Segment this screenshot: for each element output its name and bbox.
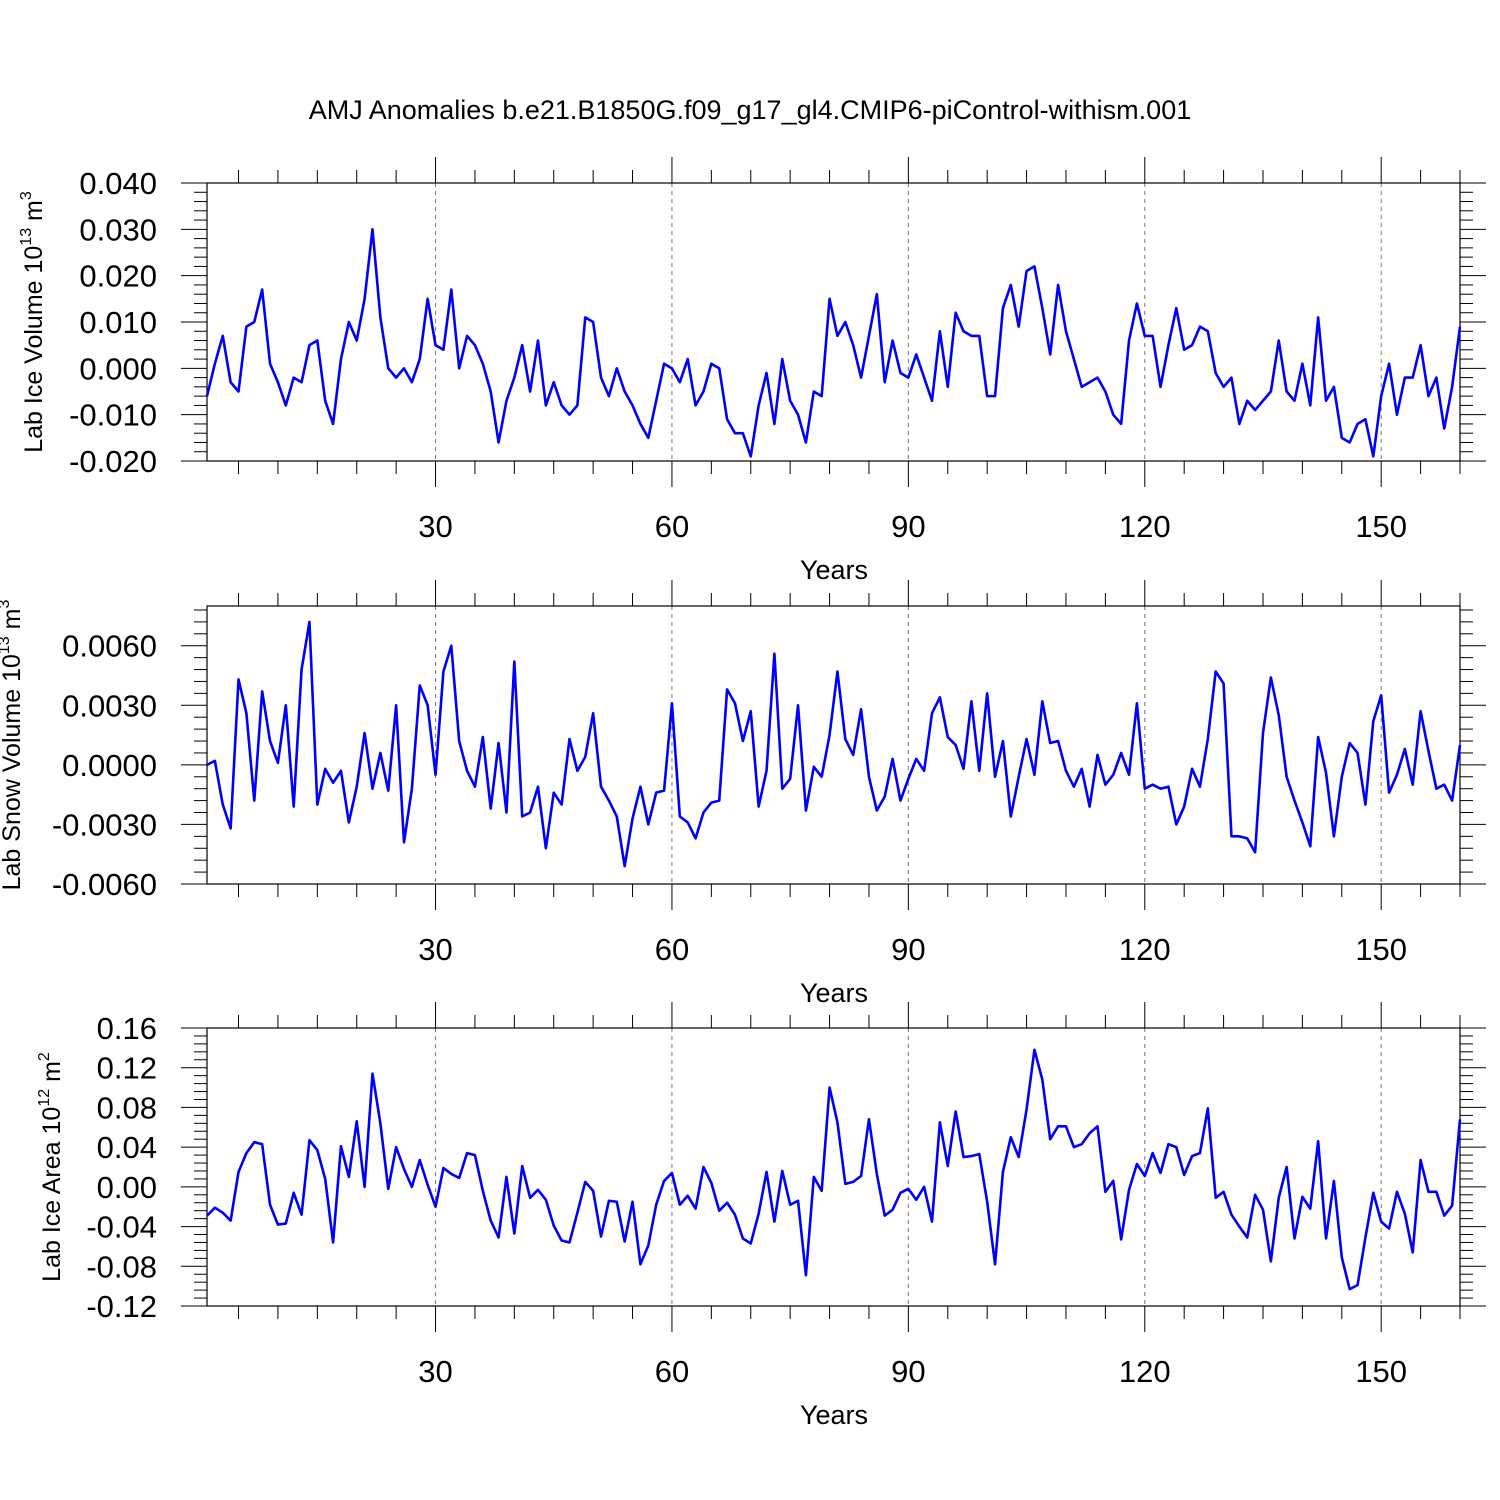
y-axis-label: Lab Snow Volume 1013 m3: [0, 600, 26, 891]
x-tick-label: 30: [418, 1354, 452, 1389]
y-axis-label: Lab Ice Area 1012 m2: [36, 1052, 66, 1282]
x-tick-label: 60: [655, 509, 689, 544]
y-tick-label: 0.030: [79, 212, 157, 247]
y-label-text: m: [20, 200, 48, 228]
x-tick-label: 90: [891, 1354, 925, 1389]
plot-frame: [206, 1027, 1461, 1307]
x-tick-label: 30: [418, 509, 452, 544]
x-axis-label: Years: [800, 978, 868, 1008]
x-axis-label: Years: [800, 1400, 868, 1430]
x-tick-label: 150: [1355, 932, 1407, 967]
panel-2: -0.0060 -0.0030 0.0000 0.0030 0.0060 30 60 90 12…: [0, 580, 1486, 1008]
series-line: [205, 228, 1462, 458]
plot-frame: [206, 182, 1461, 462]
panel-1: -0.020 -0.010 0.000 0.010 0.020 0.030 0.040 30 6…: [18, 157, 1486, 585]
y-tick-label: 0.0000: [62, 748, 157, 783]
y-tick-label: 0.040: [79, 166, 157, 201]
y-label-superscript: 13: [0, 636, 13, 654]
x-tick-label: 150: [1355, 509, 1407, 544]
y-tick-label: 0.00: [97, 1170, 157, 1205]
y-label-superscript: 3: [0, 600, 13, 609]
y-tick-label: -0.020: [69, 444, 157, 479]
y-label-superscript: 13: [18, 228, 35, 246]
y-tick-label: -0.0060: [52, 867, 157, 902]
series-line: [206, 1048, 1462, 1291]
y-tick-label: -0.08: [86, 1249, 157, 1284]
y-label-superscript: 2: [36, 1052, 53, 1061]
y-tick-label: 0.000: [79, 351, 157, 386]
panel-3: -0.12 -0.08 -0.04 0.00 0.04 0.08 0.12 0.16 30 60 9…: [36, 1002, 1486, 1430]
y-tick-label: 0.12: [97, 1051, 157, 1086]
y-tick-label: 0.16: [97, 1011, 157, 1046]
y-label-superscript: 3: [18, 191, 35, 200]
y-label-text: Lab Ice Area 10: [38, 1107, 66, 1282]
x-tick-label: 120: [1119, 509, 1171, 544]
y-tick-label: 0.020: [79, 259, 157, 294]
plot-frame: [206, 605, 1461, 885]
y-label-text: m: [38, 1061, 66, 1089]
x-tick-label: 120: [1119, 932, 1171, 967]
y-axis-label: Lab Ice Volume 1013 m3: [18, 191, 48, 453]
y-tick-label: 0.04: [97, 1130, 157, 1165]
y-tick-label: -0.04: [86, 1210, 157, 1245]
y-label-text: m: [0, 609, 26, 637]
x-tick-label: 60: [655, 932, 689, 967]
x-tick-label: 30: [418, 932, 452, 967]
y-tick-label: 0.0030: [62, 688, 157, 723]
y-tick-label: -0.010: [69, 398, 157, 433]
series-line: [206, 620, 1462, 868]
y-tick-label: -0.12: [86, 1289, 157, 1324]
x-tick-label: 90: [891, 932, 925, 967]
x-tick-label: 90: [891, 509, 925, 544]
y-label-text: Lab Snow Volume 10: [0, 654, 26, 890]
y-label-text: Lab Ice Volume 10: [20, 246, 48, 453]
x-tick-label: 120: [1119, 1354, 1171, 1389]
x-axis-label: Years: [800, 555, 868, 585]
chart-title: AMJ Anomalies b.e21.B1850G.f09_g17_gl4.C…: [309, 95, 1191, 125]
y-tick-label: -0.0030: [52, 807, 157, 842]
y-tick-label: 0.0060: [62, 629, 157, 664]
y-tick-label: 0.08: [97, 1090, 157, 1125]
x-tick-label: 150: [1355, 1354, 1407, 1389]
x-tick-label: 60: [655, 1354, 689, 1389]
y-label-superscript: 12: [36, 1089, 53, 1107]
y-tick-label: 0.010: [79, 305, 157, 340]
